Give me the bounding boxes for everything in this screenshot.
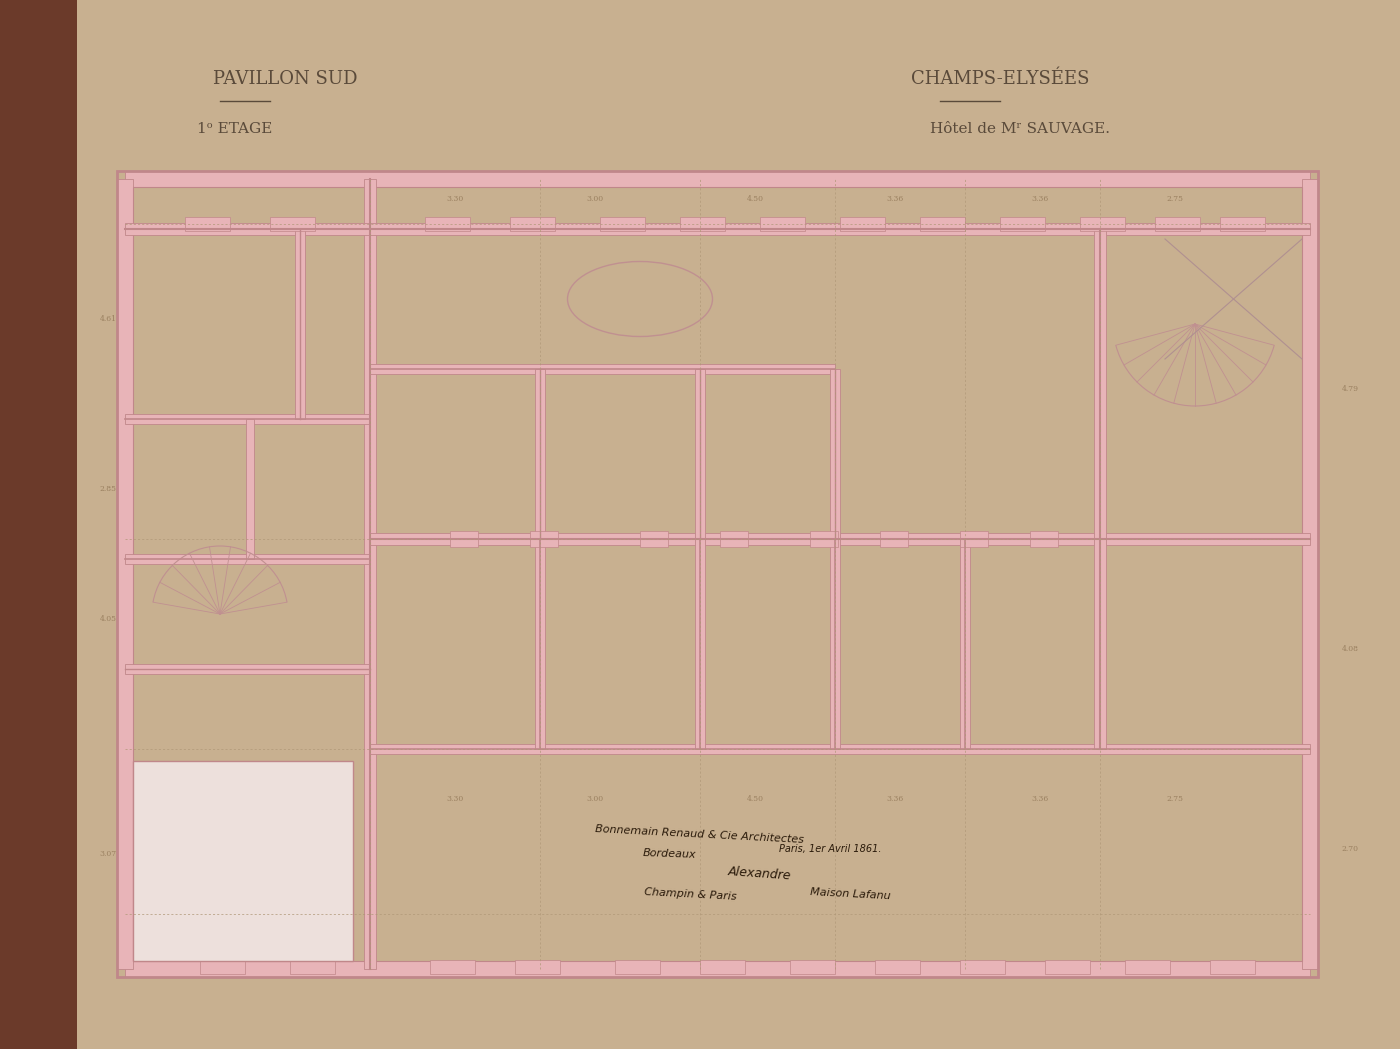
Bar (535, 539, 545, 749)
Bar (133, 761, 353, 961)
Bar (1210, 960, 1254, 975)
Bar (426, 217, 470, 231)
Bar (125, 554, 370, 564)
Bar (811, 531, 839, 547)
Bar (531, 531, 559, 547)
Text: 3.36: 3.36 (886, 795, 903, 802)
Bar (449, 531, 477, 547)
Text: 3.00: 3.00 (587, 195, 603, 204)
Text: 2.75: 2.75 (1166, 795, 1183, 802)
Bar (270, 217, 315, 231)
Text: 1ᵒ ETAGE: 1ᵒ ETAGE (197, 122, 273, 136)
Bar (694, 539, 706, 749)
Bar (370, 533, 1310, 545)
Bar (601, 217, 645, 231)
Text: 2.85: 2.85 (99, 485, 116, 493)
Bar (640, 531, 668, 547)
Bar (535, 369, 545, 539)
Bar (200, 960, 245, 975)
Bar (370, 364, 834, 374)
Text: Hôtel de Mʳ SAUVAGE.: Hôtel de Mʳ SAUVAGE. (930, 122, 1110, 136)
Bar (875, 960, 920, 975)
Bar (700, 960, 745, 975)
Text: 3.36: 3.36 (1032, 795, 1049, 802)
Bar (290, 960, 335, 975)
Bar (118, 179, 133, 969)
Bar (1095, 539, 1105, 749)
Bar (118, 171, 1317, 977)
Bar (760, 217, 805, 231)
Bar (1030, 531, 1058, 547)
Bar (430, 960, 475, 975)
Text: PAVILLON SUD: PAVILLON SUD (213, 70, 357, 88)
Bar (790, 960, 834, 975)
Text: Bordeaux: Bordeaux (643, 848, 697, 860)
Bar (960, 531, 988, 547)
Bar (133, 187, 1302, 961)
Bar (1093, 229, 1106, 749)
Bar (1000, 217, 1044, 231)
Bar (185, 217, 230, 231)
Bar (1155, 217, 1200, 231)
Bar (1302, 179, 1317, 969)
Bar (694, 369, 706, 539)
Text: 4.79: 4.79 (1341, 385, 1358, 393)
Bar (960, 539, 970, 749)
Text: 3.00: 3.00 (587, 795, 603, 802)
Text: 2.75: 2.75 (1166, 195, 1183, 204)
Text: 3.36: 3.36 (1032, 195, 1049, 204)
Text: CHAMPS-ELYSÉES: CHAMPS-ELYSÉES (911, 70, 1089, 88)
Bar (125, 171, 1310, 187)
Bar (615, 960, 659, 975)
Bar (680, 217, 725, 231)
Text: 4.05: 4.05 (99, 615, 116, 623)
Bar (1219, 217, 1266, 231)
Text: 4.08: 4.08 (1341, 645, 1358, 652)
Text: 3.36: 3.36 (886, 195, 903, 204)
Bar (125, 223, 1310, 235)
Bar (960, 960, 1005, 975)
Bar (830, 369, 840, 539)
Bar (515, 960, 560, 975)
Bar (1079, 217, 1126, 231)
Bar (295, 229, 305, 419)
Text: Bonnemain Renaud & Cie Architectes: Bonnemain Renaud & Cie Architectes (595, 823, 805, 844)
Text: 4.61: 4.61 (99, 315, 116, 323)
Bar (246, 419, 253, 559)
Bar (720, 531, 748, 547)
Bar (364, 179, 377, 969)
Bar (1126, 960, 1170, 975)
Text: 3.07: 3.07 (99, 850, 116, 858)
Text: 3.30: 3.30 (447, 795, 463, 802)
Bar (920, 217, 965, 231)
Bar (125, 414, 370, 424)
Bar (125, 961, 1310, 977)
Text: 3.30: 3.30 (447, 195, 463, 204)
Bar (830, 539, 840, 749)
Text: 4.50: 4.50 (746, 795, 763, 802)
Bar (125, 664, 370, 675)
Text: Alexandre: Alexandre (728, 865, 792, 882)
Bar (881, 531, 909, 547)
Text: Champin & Paris: Champin & Paris (644, 886, 736, 901)
Bar (1044, 960, 1091, 975)
Text: 4.50: 4.50 (746, 195, 763, 204)
Bar (370, 744, 1310, 754)
Text: Paris, 1er Avril 1861.: Paris, 1er Avril 1861. (778, 844, 881, 854)
Bar (510, 217, 554, 231)
Text: Maison Lafanu: Maison Lafanu (809, 886, 890, 901)
Text: 2.70: 2.70 (1341, 845, 1358, 853)
Bar (840, 217, 885, 231)
